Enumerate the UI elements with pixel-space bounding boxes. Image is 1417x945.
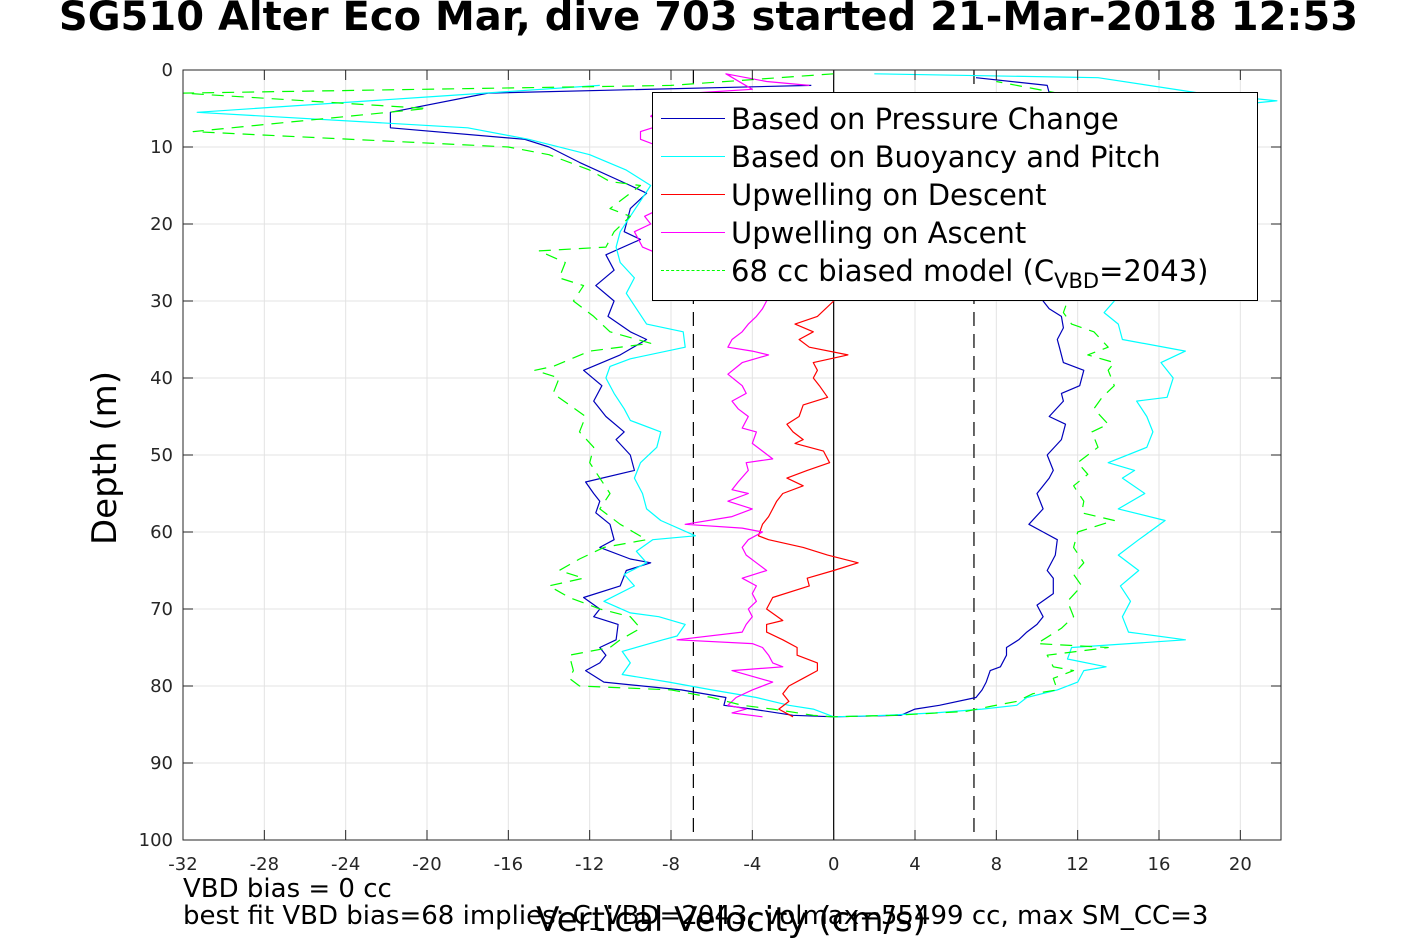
legend-entry-buoyancy: Based on Buoyancy and Pitch: [653, 137, 1253, 175]
upwelling-descent-series: [757, 300, 859, 718]
legend-label-model-prefix: 68 cc biased model (C: [731, 254, 1055, 288]
x-tick-label: 8: [991, 854, 1002, 875]
chart-title: SG510 Alter Eco Mar, dive 703 started 21…: [58, 0, 1359, 40]
y-tick-label: 0: [162, 60, 173, 81]
y-tick-label: 40: [150, 368, 173, 389]
x-tick-label: -28: [250, 854, 279, 875]
legend-swatch-pressure: [661, 118, 725, 119]
legend-entry-model: 68 cc biased model (CVBD=2043): [653, 251, 1253, 293]
x-tick-label: 0: [828, 854, 839, 875]
y-tick-label: 100: [139, 830, 173, 851]
pressure-change-series: [389, 77, 1085, 718]
legend: Based on Pressure Change Based on Buoyan…: [652, 92, 1258, 301]
x-tick-label: -8: [662, 854, 680, 875]
x-tick-label: -24: [331, 854, 360, 875]
x-tick-label: -4: [743, 854, 761, 875]
legend-label-descent: Upwelling on Descent: [731, 178, 1047, 212]
legend-swatch-model: [661, 270, 725, 271]
buoyancy-pitch-series: [196, 73, 1278, 718]
x-tick-label: -32: [168, 854, 197, 875]
x-axis-label: Vertical Velocity (cm/s): [536, 900, 926, 940]
legend-entry-descent: Upwelling on Descent: [653, 175, 1253, 213]
y-tick-label: 30: [150, 291, 173, 312]
legend-swatch-buoyancy: [661, 156, 725, 157]
x-tick-label: -20: [412, 854, 441, 875]
y-axis-label: Depth (m): [85, 370, 125, 546]
legend-entry-ascent: Upwelling on Ascent: [653, 213, 1253, 251]
y-tick-label: 90: [150, 753, 173, 774]
y-tick-label: 80: [150, 676, 173, 697]
legend-label-model-suffix: =2043): [1099, 254, 1209, 288]
legend-swatch-ascent: [661, 232, 725, 233]
y-axis-ticks: 0 10 20 30 40 50 60 70 80 90 100: [139, 60, 1281, 851]
biased-model-series: [182, 73, 1115, 718]
legend-entry-pressure: Based on Pressure Change: [653, 99, 1253, 137]
x-tick-label: 4: [909, 854, 920, 875]
y-tick-label: 60: [150, 522, 173, 543]
x-axis-ticks: -32 -28 -24 -20 -16 -12 -8 -4 0 4 8 12 16 20: [168, 70, 1252, 875]
y-tick-label: 50: [150, 445, 173, 466]
y-tick-label: 10: [150, 137, 173, 158]
x-tick-label: 20: [1229, 854, 1252, 875]
legend-label-ascent: Upwelling on Ascent: [731, 216, 1027, 250]
y-tick-label: 20: [150, 214, 173, 235]
x-tick-label: -16: [494, 854, 523, 875]
legend-swatch-descent: [661, 194, 725, 195]
legend-label-pressure: Based on Pressure Change: [731, 102, 1119, 136]
x-tick-label: -12: [575, 854, 604, 875]
best-fit-note: best fit VBD bias=68 implies: C_VBD=2043…: [183, 901, 1209, 931]
x-tick-label: 12: [1066, 854, 1089, 875]
legend-label-buoyancy: Based on Buoyancy and Pitch: [731, 140, 1161, 174]
vbd-bias-note: VBD bias = 0 cc: [183, 874, 392, 904]
y-tick-label: 70: [150, 599, 173, 620]
legend-label-model: 68 cc biased model (CVBD=2043): [731, 254, 1209, 293]
x-tick-label: 16: [1148, 854, 1171, 875]
legend-label-model-sub: VBD: [1054, 268, 1100, 293]
